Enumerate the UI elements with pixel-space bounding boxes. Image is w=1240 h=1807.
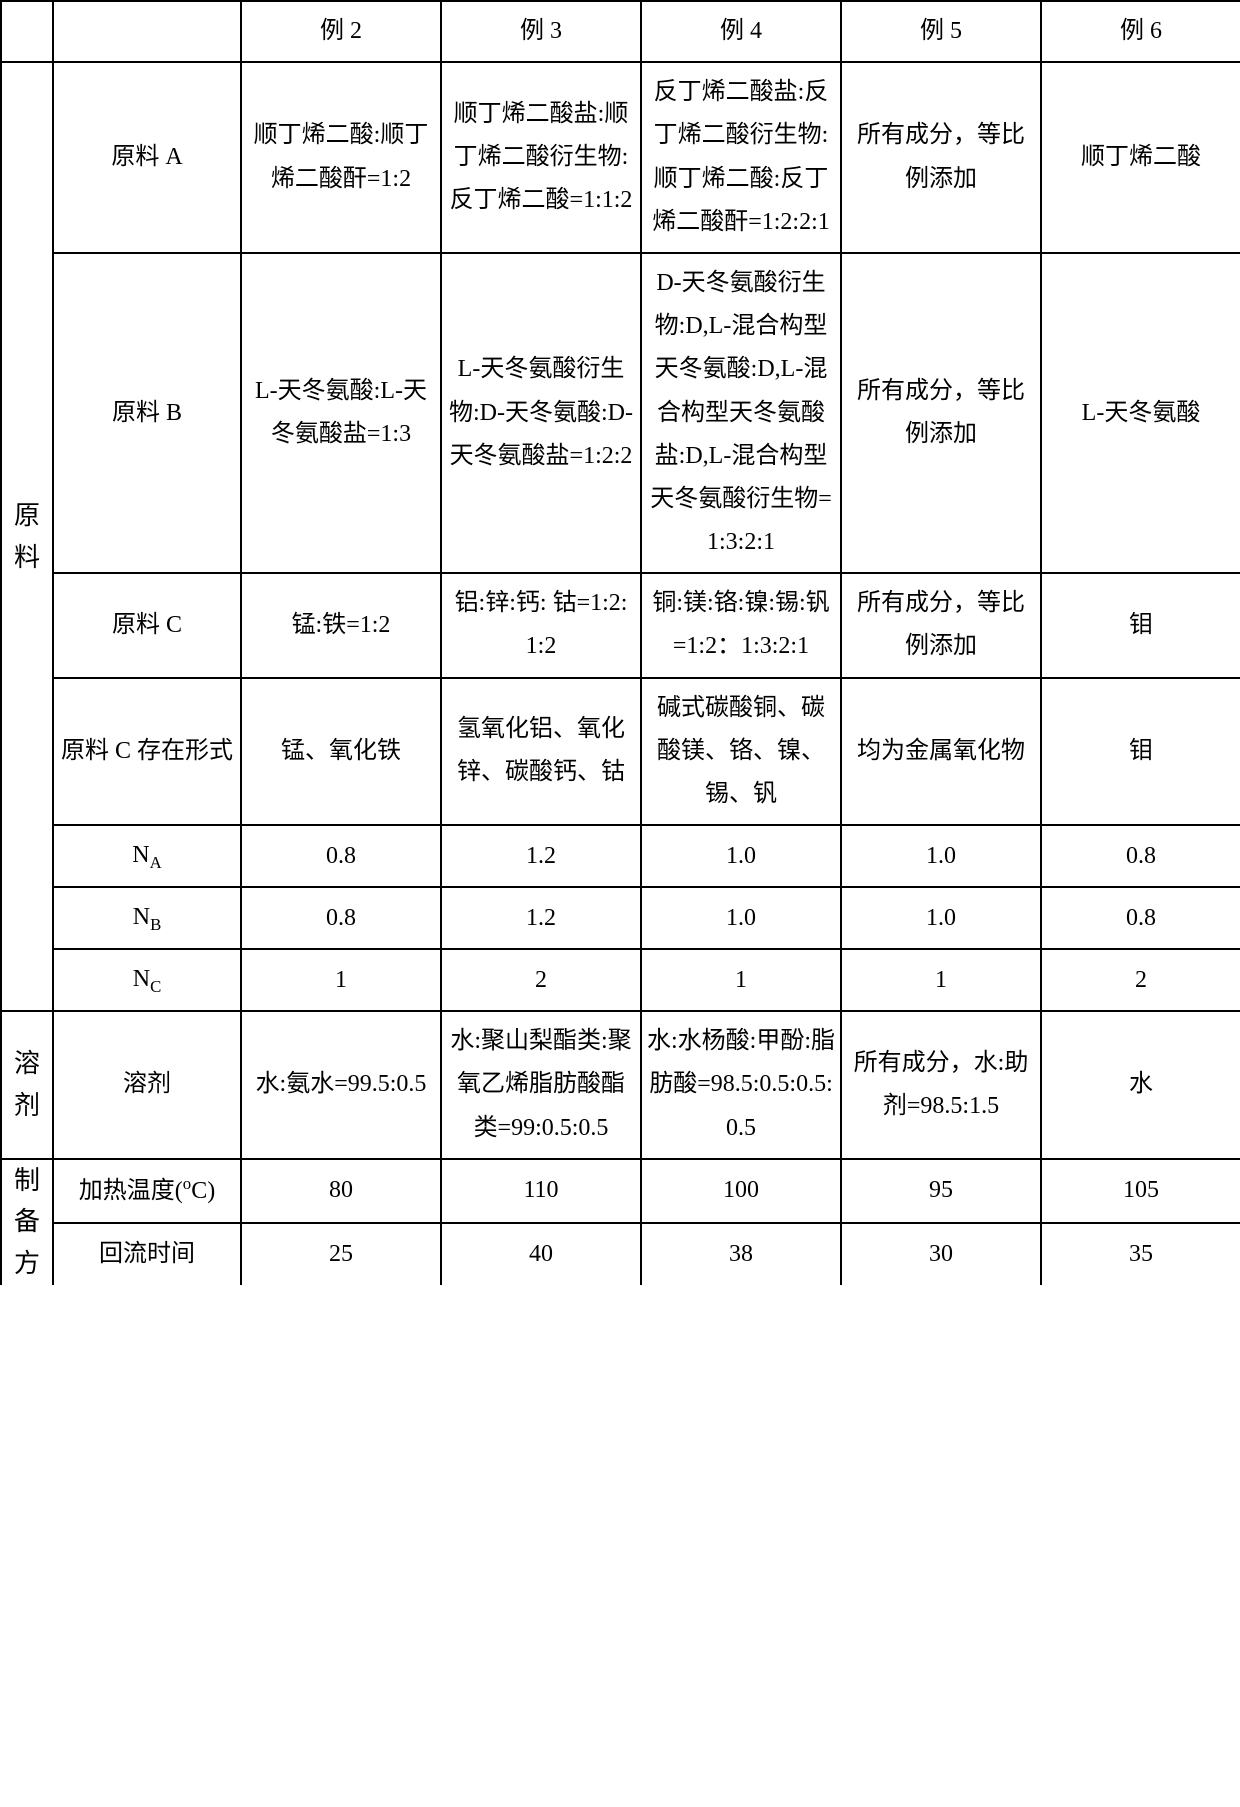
label-material-b: 原料 B <box>53 253 241 573</box>
cell-a-6: 顺丁烯二酸 <box>1041 62 1240 253</box>
cell-ref-5: 30 <box>841 1223 1041 1285</box>
cell-na-3: 1.2 <box>441 825 641 887</box>
cell-b-6: L-天冬氨酸 <box>1041 253 1240 573</box>
row-material-c-form: 原料 C 存在形式 锰、氧化铁 氢氧化铝、氧化锌、碳酸钙、钴 碱式碳酸铜、碳酸镁… <box>1 678 1240 826</box>
cell-na-2: 0.8 <box>241 825 441 887</box>
cell-na-5: 1.0 <box>841 825 1041 887</box>
label-na: NA <box>53 825 241 887</box>
cell-c-5: 所有成分，等比例添加 <box>841 573 1041 677</box>
label-temp: 加热温度(oC) <box>53 1159 241 1223</box>
cell-nc-5: 1 <box>841 949 1041 1011</box>
header-col-5: 例 5 <box>841 1 1041 62</box>
cell-nc-3: 2 <box>441 949 641 1011</box>
cell-na-6: 0.8 <box>1041 825 1240 887</box>
label-nc: NC <box>53 949 241 1011</box>
cell-ref-2: 25 <box>241 1223 441 1285</box>
materials-group-label: 原料 <box>1 62 53 1011</box>
row-material-b: 原料 B L-天冬氨酸:L-天冬氨酸盐=1:3 L-天冬氨酸衍生物:D-天冬氨酸… <box>1 253 1240 573</box>
cell-a-4: 反丁烯二酸盐:反丁烯二酸衍生物:顺丁烯二酸:反丁烯二酸酐=1:2:2:1 <box>641 62 841 253</box>
cell-b-2: L-天冬氨酸:L-天冬氨酸盐=1:3 <box>241 253 441 573</box>
header-col-2: 例 2 <box>241 1 441 62</box>
header-blank-1 <box>1 1 53 62</box>
cell-sol-5: 所有成分，水:助剂=98.5:1.5 <box>841 1011 1041 1159</box>
cell-cf-5: 均为金属氧化物 <box>841 678 1041 826</box>
cell-c-6: 钼 <box>1041 573 1240 677</box>
label-material-c-form: 原料 C 存在形式 <box>53 678 241 826</box>
label-nb: NB <box>53 887 241 949</box>
cell-nc-2: 1 <box>241 949 441 1011</box>
header-col-4: 例 4 <box>641 1 841 62</box>
cell-nb-4: 1.0 <box>641 887 841 949</box>
label-solvent: 溶剂 <box>53 1011 241 1159</box>
header-col-3: 例 3 <box>441 1 641 62</box>
cell-c-3: 铝:锌:钙: 钴=1:2:1:2 <box>441 573 641 677</box>
cell-temp-4: 100 <box>641 1159 841 1223</box>
cell-nb-2: 0.8 <box>241 887 441 949</box>
cell-ref-3: 40 <box>441 1223 641 1285</box>
cell-ref-6: 35 <box>1041 1223 1240 1285</box>
cell-temp-5: 95 <box>841 1159 1041 1223</box>
label-material-c: 原料 C <box>53 573 241 677</box>
cell-na-4: 1.0 <box>641 825 841 887</box>
header-col-6: 例 6 <box>1041 1 1240 62</box>
cell-temp-6: 105 <box>1041 1159 1240 1223</box>
cell-a-2: 顺丁烯二酸:顺丁烯二酸酐=1:2 <box>241 62 441 253</box>
row-temp: 制备方 加热温度(oC) 80 110 100 95 105 <box>1 1159 1240 1223</box>
header-blank-2 <box>53 1 241 62</box>
row-na: NA 0.8 1.2 1.0 1.0 0.8 <box>1 825 1240 887</box>
label-reflux: 回流时间 <box>53 1223 241 1285</box>
cell-sol-2: 水:氨水=99.5:0.5 <box>241 1011 441 1159</box>
cell-b-5: 所有成分，等比例添加 <box>841 253 1041 573</box>
cell-nb-5: 1.0 <box>841 887 1041 949</box>
cell-temp-3: 110 <box>441 1159 641 1223</box>
header-row: 例 2 例 3 例 4 例 5 例 6 <box>1 1 1240 62</box>
cell-a-3: 顺丁烯二酸盐:顺丁烯二酸衍生物:反丁烯二酸=1:1:2 <box>441 62 641 253</box>
cell-nb-6: 0.8 <box>1041 887 1240 949</box>
cell-cf-2: 锰、氧化铁 <box>241 678 441 826</box>
cell-b-3: L-天冬氨酸衍生物:D-天冬氨酸:D-天冬氨酸盐=1:2:2 <box>441 253 641 573</box>
cell-ref-4: 38 <box>641 1223 841 1285</box>
prep-group-label: 制备方 <box>1 1159 53 1285</box>
cell-b-4: D-天冬氨酸衍生物:D,L-混合构型天冬氨酸:D,L-混合构型天冬氨酸盐:D,L… <box>641 253 841 573</box>
cell-c-4: 铜:镁:铬:镍:锡:钒=1:2：1:3:2:1 <box>641 573 841 677</box>
cell-nc-6: 2 <box>1041 949 1240 1011</box>
cell-sol-4: 水:水杨酸:甲酚:脂肪酸=98.5:0.5:0.5:0.5 <box>641 1011 841 1159</box>
row-nc: NC 1 2 1 1 2 <box>1 949 1240 1011</box>
row-nb: NB 0.8 1.2 1.0 1.0 0.8 <box>1 887 1240 949</box>
cell-cf-4: 碱式碳酸铜、碳酸镁、铬、镍、锡、钒 <box>641 678 841 826</box>
data-table: 例 2 例 3 例 4 例 5 例 6 原料 原料 A 顺丁烯二酸:顺丁烯二酸酐… <box>0 0 1240 1285</box>
row-material-c: 原料 C 锰:铁=1:2 铝:锌:钙: 钴=1:2:1:2 铜:镁:铬:镍:锡:… <box>1 573 1240 677</box>
cell-a-5: 所有成分，等比例添加 <box>841 62 1041 253</box>
cell-sol-3: 水:聚山梨酯类:聚氧乙烯脂肪酸酯类=99:0.5:0.5 <box>441 1011 641 1159</box>
cell-sol-6: 水 <box>1041 1011 1240 1159</box>
label-material-a: 原料 A <box>53 62 241 253</box>
cell-temp-2: 80 <box>241 1159 441 1223</box>
cell-nb-3: 1.2 <box>441 887 641 949</box>
cell-nc-4: 1 <box>641 949 841 1011</box>
cell-cf-3: 氢氧化铝、氧化锌、碳酸钙、钴 <box>441 678 641 826</box>
row-solvent: 溶剂 溶剂 水:氨水=99.5:0.5 水:聚山梨酯类:聚氧乙烯脂肪酸酯类=99… <box>1 1011 1240 1159</box>
solvent-group-label: 溶剂 <box>1 1011 53 1159</box>
row-material-a: 原料 原料 A 顺丁烯二酸:顺丁烯二酸酐=1:2 顺丁烯二酸盐:顺丁烯二酸衍生物… <box>1 62 1240 253</box>
row-reflux: 回流时间 25 40 38 30 35 <box>1 1223 1240 1285</box>
cell-c-2: 锰:铁=1:2 <box>241 573 441 677</box>
cell-cf-6: 钼 <box>1041 678 1240 826</box>
